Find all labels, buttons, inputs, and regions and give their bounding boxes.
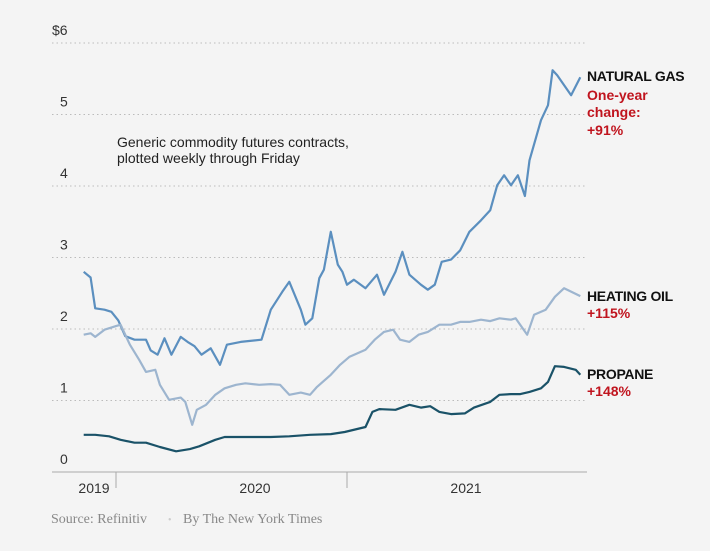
y-tick-label: 2 [60,308,68,324]
x-tick-label-2019: 2019 [78,480,109,496]
y-tick-label: $6 [52,22,68,38]
label-propane: PROPANE [587,366,653,382]
series-line-heating-oil [83,287,581,426]
x-tick-label-2020: 2020 [239,480,270,496]
natural-gas-change-2: change: [587,104,641,120]
series-line-natural-gas [82,69,582,366]
series-lines [82,69,582,453]
series-line-propane [83,365,582,453]
y-tick-label: 5 [60,94,68,110]
y-tick-label: 0 [60,451,68,467]
annotation-line-2: plotted weekly through Friday [117,150,300,166]
footer-separator: • [168,515,172,526]
x-tick-label-2021: 2021 [450,480,481,496]
credit-note: By The New York Times [183,512,322,527]
y-tick-label: 3 [60,237,68,253]
annotation-line-1: Generic commodity futures contracts, [117,134,349,150]
label-heating-oil: HEATING OIL [587,288,674,304]
source-note: Source: Refinitiv [51,512,147,527]
y-axis: $6 5 4 3 2 1 0 [52,22,68,467]
label-natural-gas: NATURAL GAS [587,68,684,84]
heating-oil-change: +115% [587,305,631,321]
y-tick-label: 4 [60,165,68,181]
y-tick-label: 1 [60,380,68,396]
propane-change: +148% [587,383,632,399]
natural-gas-change-3: +91% [587,122,624,138]
natural-gas-change-1: One-year [587,87,648,103]
